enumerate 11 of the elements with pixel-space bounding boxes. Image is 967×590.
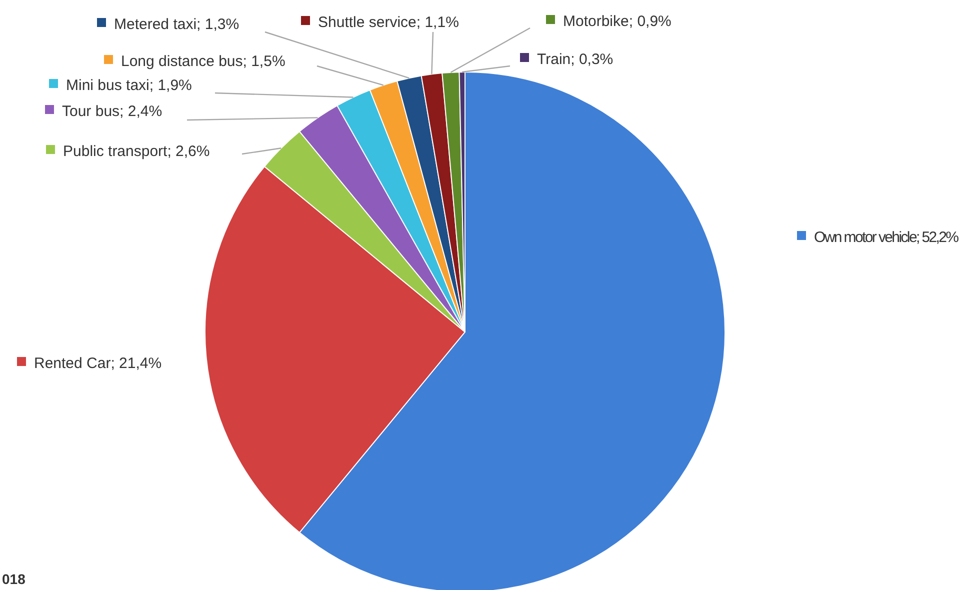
legend-label: Metered taxi; 1,3% xyxy=(114,16,240,33)
text: 018 xyxy=(2,571,26,587)
legend-label: Tour bus; 2,4% xyxy=(62,103,162,120)
legend-label: Train; 0,3% xyxy=(537,51,614,68)
legend-label: Own motor vehicle; 52,2% xyxy=(814,229,959,246)
legend-label: Public transport; 2,6% xyxy=(63,143,210,160)
legend-label: Long distance bus; 1,5% xyxy=(121,53,286,70)
legend-label: Shuttle service; 1,1% xyxy=(318,14,459,31)
legend-label: Rented Car; 21,4% xyxy=(34,355,162,372)
legend-label: Motorbike; 0,9% xyxy=(563,13,672,30)
legend-label: Mini bus taxi; 1,9% xyxy=(66,77,192,94)
